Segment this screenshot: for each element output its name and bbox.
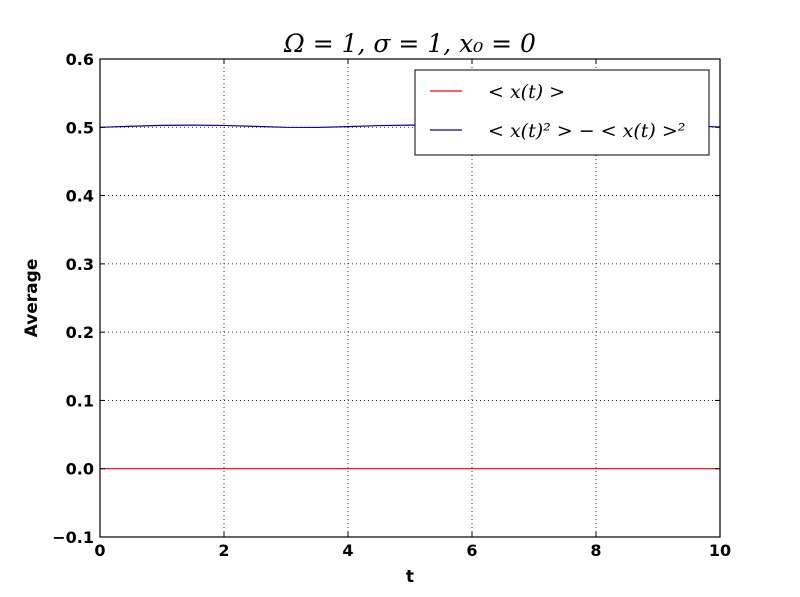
x-tick-label: 0 (94, 541, 105, 560)
y-tick-label: 0.5 (66, 118, 94, 137)
y-tick-label: 0.2 (66, 323, 94, 342)
x-tick-label: 8 (590, 541, 601, 560)
y-tick-label: 0.0 (66, 460, 94, 479)
legend-label-1: < x(t) > (488, 81, 565, 103)
x-tick-label: 10 (709, 541, 731, 560)
chart-title: Ω = 1, σ = 1, x₀ = 0 (283, 29, 536, 58)
y-tick-label: 0.1 (66, 391, 94, 410)
y-tick-label: 0.6 (66, 50, 94, 69)
x-tick-label: 4 (342, 541, 353, 560)
legend-label-2: < x(t)² > − < x(t) >² (488, 120, 685, 142)
y-axis-label: Average (22, 259, 42, 338)
y-tick-label: 0.4 (66, 187, 94, 206)
x-tick-label: 6 (466, 541, 477, 560)
x-axis-label: t (406, 567, 414, 587)
y-tick-label: 0.3 (66, 255, 94, 274)
legend: < x(t) > < x(t)² > − < x(t) >² (415, 70, 709, 155)
x-tick-label: 2 (218, 541, 229, 560)
y-tick-label: −0.1 (52, 528, 94, 547)
